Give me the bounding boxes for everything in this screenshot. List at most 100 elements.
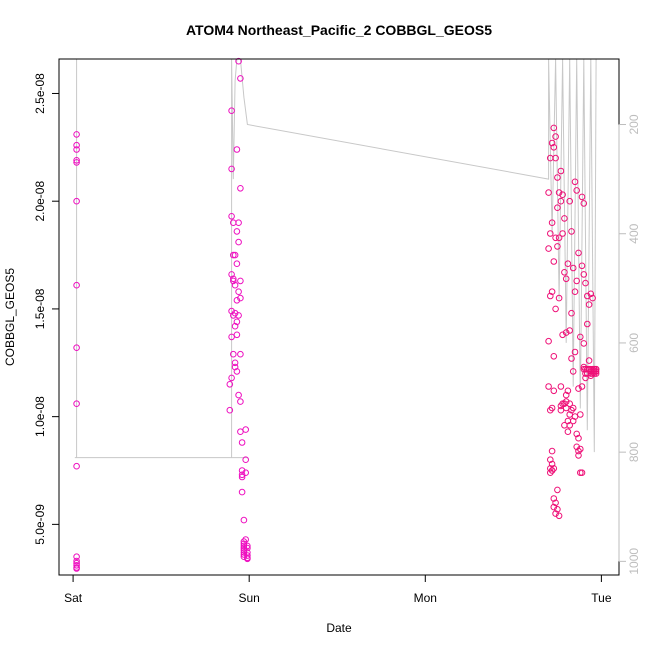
data-point — [592, 368, 600, 375]
data-point — [73, 462, 80, 470]
data-point — [235, 391, 242, 399]
data-point — [582, 279, 589, 287]
data-point — [555, 234, 563, 242]
data-point — [238, 467, 246, 474]
data-point — [244, 552, 251, 559]
data-point — [552, 305, 559, 313]
data-point — [571, 288, 579, 296]
x-tick-label: Sun — [239, 591, 260, 605]
data-point — [592, 365, 600, 373]
data-point — [559, 400, 566, 408]
data-point — [554, 243, 561, 250]
data-point — [578, 193, 586, 201]
data-point — [562, 404, 570, 412]
y-tick-label: 1.5e-08 — [33, 288, 47, 329]
plot-frame — [58, 58, 620, 576]
data-point — [240, 553, 248, 561]
data-point — [575, 385, 582, 392]
data-point — [573, 430, 581, 438]
data-point — [561, 215, 568, 222]
data-point — [589, 294, 596, 302]
data-point — [545, 245, 552, 252]
y-axis-label: COBBGL_GEOS5 — [3, 268, 17, 366]
data-point — [240, 544, 248, 552]
data-point — [568, 228, 575, 235]
data-point — [226, 381, 234, 388]
data-point — [242, 426, 249, 433]
data-point — [240, 540, 248, 548]
data-point — [557, 197, 565, 205]
data-point — [561, 269, 568, 276]
data-point — [231, 359, 239, 367]
data-point — [547, 230, 554, 237]
data-point — [557, 383, 565, 390]
x-axis-label: Date — [326, 621, 352, 635]
data-point — [235, 312, 242, 319]
data-point — [231, 251, 239, 259]
data-point — [555, 294, 563, 302]
y-axis: 5.0e-09 1.0e-08 1.5e-08 2.0e-08 2.5e-08 — [33, 73, 60, 545]
data-point — [228, 213, 235, 220]
data-point — [228, 165, 235, 173]
data-point — [238, 439, 246, 446]
data-point — [73, 159, 80, 166]
data-point — [564, 260, 572, 268]
data-point — [545, 337, 552, 345]
data-point — [578, 262, 586, 270]
data-point — [550, 353, 558, 360]
data-point — [237, 350, 244, 358]
data-point — [562, 391, 570, 399]
data-point — [73, 141, 80, 149]
data-point — [233, 318, 241, 326]
x-tick-label: Sat — [64, 591, 83, 605]
data-point — [73, 197, 80, 205]
data-point — [226, 406, 234, 414]
data-point — [550, 465, 558, 472]
data-point — [73, 281, 80, 289]
data-point — [238, 471, 246, 479]
data-point — [240, 538, 248, 545]
data-point — [235, 288, 242, 296]
data-point — [559, 191, 566, 198]
data-point — [238, 473, 246, 481]
data-point — [550, 144, 558, 151]
data-point — [240, 542, 248, 550]
data-point — [73, 157, 80, 164]
right-tick-label: 600 — [627, 333, 641, 353]
data-point — [242, 469, 249, 477]
data-point — [231, 322, 239, 330]
chart-title: ATOM4 Northeast_Pacific_2 COBBGL_GEOS5 — [186, 22, 492, 38]
x-tick-label: Mon — [414, 591, 437, 605]
data-point — [230, 275, 237, 283]
data-point — [235, 57, 242, 65]
data-points — [73, 57, 600, 572]
data-point — [569, 404, 577, 412]
data-point — [550, 258, 558, 265]
data-point — [554, 486, 561, 494]
pressure-lines — [74, 58, 602, 459]
data-point — [562, 275, 570, 283]
data-point — [566, 197, 574, 205]
data-point — [578, 383, 586, 390]
data-point — [548, 467, 556, 474]
pressure-line-0 — [74, 58, 602, 459]
data-point — [548, 288, 556, 296]
data-point — [552, 510, 559, 517]
data-point — [559, 331, 566, 339]
data-point — [557, 406, 565, 414]
data-point — [585, 357, 593, 364]
data-point — [228, 271, 235, 278]
data-point — [73, 565, 80, 572]
data-point — [550, 124, 558, 132]
data-point — [73, 553, 80, 561]
data-point — [233, 331, 241, 339]
data-point — [568, 309, 575, 317]
data-point — [233, 368, 241, 375]
data-point — [237, 294, 244, 302]
y-tick-label: 2.5e-08 — [33, 73, 47, 114]
data-point — [550, 495, 558, 502]
data-point — [545, 189, 552, 196]
data-point — [571, 348, 579, 356]
data-point — [231, 281, 239, 289]
